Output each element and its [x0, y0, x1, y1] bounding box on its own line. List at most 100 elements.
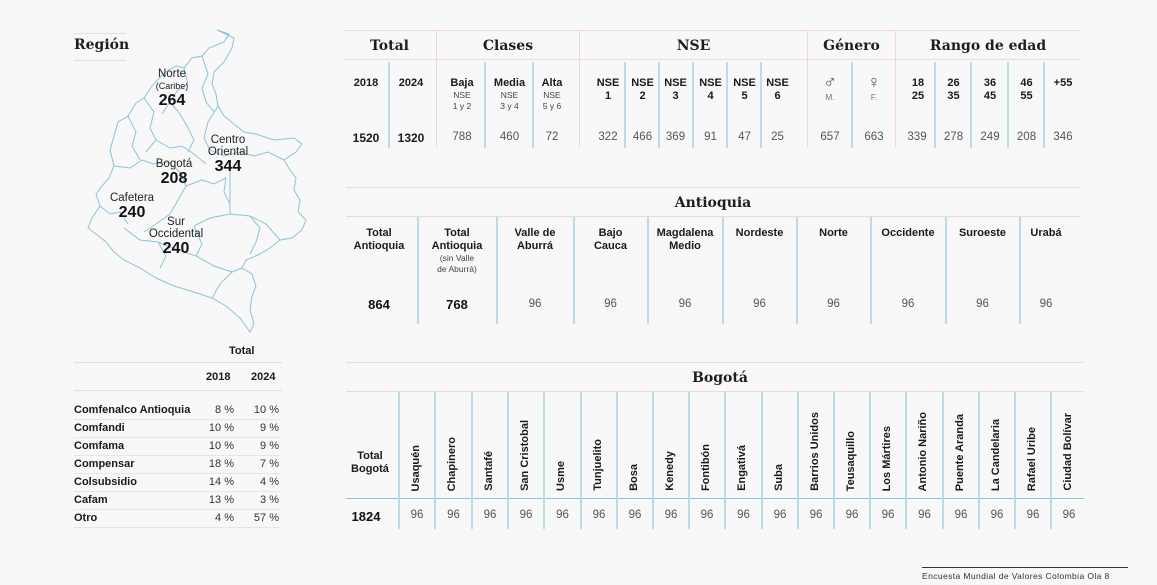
map-region-bogota: Bogotá 208: [148, 158, 200, 188]
edad-from: 18: [911, 77, 925, 89]
localidad-value: 96: [628, 509, 642, 521]
colombia-map: [87, 29, 307, 333]
antioquia-col-uraba: Urabá: [1030, 227, 1062, 239]
bogota-title: Bogotá: [692, 370, 748, 386]
nse-6-value: 25: [771, 131, 784, 143]
cajas-row: Comfama 10 % 9 %: [74, 438, 280, 456]
localidad-value: 96: [773, 509, 787, 521]
footer-rule: [922, 567, 1128, 568]
caja-value-2018: 8 %: [215, 404, 234, 416]
divider: [692, 62, 694, 148]
divider: [543, 392, 545, 529]
clase-sub: 3 y 4: [500, 101, 519, 111]
divider: [934, 62, 936, 148]
caja-name: Comfama: [74, 440, 125, 452]
group-genero: Género: [823, 38, 880, 54]
antioquia-col-nordeste: Nordeste: [735, 227, 784, 239]
nse-level: 6: [774, 90, 781, 102]
caja-value-2024: 3 %: [260, 494, 279, 506]
region-name: Occidental: [148, 228, 204, 240]
antioquia-col-total-sin-valle: Total Antioquia (sin Valle de Aburrá): [419, 227, 495, 275]
localidad-santafe: Santafé: [483, 451, 495, 491]
map-region-centro-oriental: Centro Oriental 344: [198, 134, 258, 176]
group-total: Total: [369, 38, 409, 54]
localidad-suba: Suba: [773, 464, 785, 491]
col-label: Medio: [669, 240, 701, 252]
cajas-row: Comfenalco Antioquia 8 % 10 %: [74, 402, 280, 420]
map-region-cafetera: Cafetera 240: [104, 192, 160, 222]
antioquia-value: 96: [528, 298, 542, 310]
edad-26-35-value: 278: [943, 131, 964, 143]
divider: [1019, 217, 1021, 324]
localidad-tunjuelito: Tunjuelito: [592, 439, 604, 491]
nse-label: NSE: [596, 77, 620, 89]
divider: [647, 217, 649, 324]
edad-26-35: 26 35: [937, 77, 970, 103]
caja-name: Cafam: [74, 494, 108, 506]
caja-value-2018: 13 %: [208, 494, 234, 506]
caja-name: Colsubsidio: [74, 476, 137, 488]
nse-4-value: 91: [704, 131, 717, 143]
clase-baja-value: 788: [452, 131, 472, 143]
divider: [1014, 392, 1016, 529]
nse-label: NSE: [631, 77, 654, 89]
clase-media-value: 460: [499, 131, 520, 143]
label: Total: [357, 450, 383, 462]
nse-6: NSE 6: [762, 77, 793, 103]
clase-alta: Alta NSE 5 y 6: [535, 77, 569, 112]
antioquia-value: 96: [1039, 298, 1053, 310]
divider: [507, 392, 509, 529]
divider: [616, 392, 618, 529]
clase-alta-value: 72: [545, 131, 559, 143]
antioquia-value: 96: [753, 298, 766, 310]
divider: [833, 392, 835, 529]
male-icon: ♂: [823, 72, 837, 92]
nse-3: NSE 3: [660, 77, 691, 103]
localidad-value: 96: [809, 509, 823, 521]
edad-55-plus: +55: [1046, 77, 1080, 90]
localidad-value: 96: [592, 509, 606, 521]
divider: [388, 62, 390, 148]
divider: [74, 390, 282, 391]
antioquia-value-total-sin-valle: 768: [446, 297, 468, 312]
caja-value-2024: 10 %: [253, 404, 279, 416]
clase-sub: NSE: [500, 90, 519, 100]
nse-1-value: 322: [598, 131, 618, 143]
nse-label: NSE: [733, 77, 756, 89]
localidad-value: 96: [990, 509, 1004, 521]
localidad-chapinero: Chapinero: [446, 436, 458, 491]
region-name: Bogotá: [155, 158, 193, 170]
nse-label: NSE: [699, 77, 722, 89]
edad-to: 35: [947, 90, 960, 102]
edad-18-25: 18 25: [902, 77, 934, 103]
localidad-value: 96: [664, 509, 678, 521]
divider: [436, 30, 437, 148]
caja-name: Comfenalco Antioquia: [74, 404, 191, 416]
col-label: Cauca: [593, 240, 628, 252]
cajas-header-2018: 2018: [206, 371, 231, 383]
nse-3-value: 369: [665, 131, 686, 143]
localidad-antonio-narino: Antonio Nariño: [917, 411, 929, 491]
localidad-value: 96: [700, 509, 714, 521]
nse-label: NSE: [766, 77, 789, 89]
map-region-norte: Norte (Caribe) 264: [148, 68, 196, 110]
divider: [895, 30, 896, 148]
clase-sub: 5 y 6: [542, 101, 562, 111]
col-label: Aburrá: [516, 240, 554, 252]
nse-2: NSE 2: [627, 77, 658, 103]
nse-level: 5: [741, 90, 748, 102]
caja-name: Compensar: [74, 458, 135, 470]
divider: [942, 392, 944, 529]
caja-value-2024: 4 %: [260, 476, 279, 488]
region-value: 240: [162, 240, 190, 257]
divider: [624, 62, 626, 148]
localidad-teusaquillo: Teusaquillo: [845, 430, 857, 491]
divider: [471, 392, 473, 529]
col-label: Valle de: [514, 227, 556, 239]
divider: [970, 62, 972, 148]
antioquia-value: 96: [604, 298, 617, 310]
edad-from: +55: [1053, 77, 1073, 89]
cajas-row: Colsubsidio 14 % 4 %: [74, 474, 280, 492]
localidad-usme: Usme: [555, 461, 567, 491]
localidad-value: 96: [1062, 509, 1076, 521]
